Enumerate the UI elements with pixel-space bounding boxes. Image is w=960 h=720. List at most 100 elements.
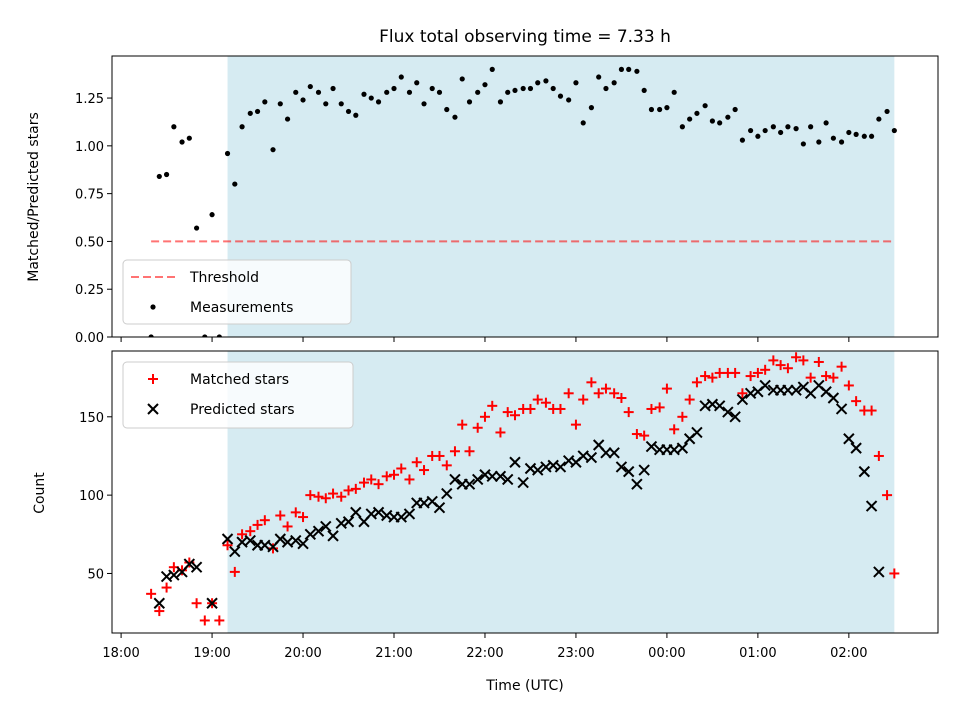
matched-point: [350, 483, 361, 494]
legend-measurements-label: Measurements: [190, 300, 293, 316]
measurement-point: [808, 124, 814, 130]
top-y-tick-label: 0.75: [75, 188, 104, 203]
bottom-axes-frame: [111, 350, 939, 634]
predicted-point: [304, 528, 317, 541]
matched-point: [691, 377, 702, 388]
matched-point: [268, 543, 279, 554]
measurement-point: [323, 101, 329, 107]
matched-point: [768, 355, 779, 366]
measurement-point: [648, 106, 655, 113]
predicted-point: [327, 530, 339, 542]
measurement-point: [194, 225, 200, 231]
predicted-point: [782, 384, 794, 396]
matched-point: [282, 521, 293, 532]
matched-point: [843, 380, 854, 391]
measurement-point: [247, 110, 253, 116]
matched-point: [358, 477, 369, 488]
legend-predicted-swatch: [147, 403, 159, 415]
matched-point: [616, 393, 627, 403]
measurement-point: [580, 120, 586, 126]
measurement-point: [861, 133, 867, 139]
measurement-point: [702, 103, 708, 109]
matched-point: [245, 526, 256, 537]
matched-point: [495, 427, 506, 438]
top-y-tick-label: 1.25: [75, 92, 104, 107]
measurement-point: [293, 89, 299, 95]
matched-point: [563, 388, 574, 399]
matched-point: [343, 485, 354, 496]
matched-point: [775, 360, 786, 371]
x-tick-label: 00:00: [648, 646, 685, 661]
matched-point: [509, 410, 520, 421]
measurement-point: [224, 150, 231, 157]
top-axes-frame: [111, 55, 939, 338]
predicted-point: [722, 406, 734, 418]
matched-point: [441, 460, 452, 471]
legend-threshold-label: Threshold: [189, 270, 259, 286]
matched-point: [479, 411, 490, 422]
predicted-point: [168, 569, 180, 581]
measurement-point: [739, 137, 746, 143]
matched-point: [320, 493, 331, 504]
top-legend-box: [122, 259, 352, 325]
x-tick-label: 21:00: [375, 646, 412, 661]
predicted-point: [843, 433, 855, 445]
measurement-point: [527, 85, 534, 92]
matched-point: [290, 507, 301, 518]
measurement-point: [368, 95, 374, 101]
legend-matched-swatch: [148, 374, 158, 384]
predicted-point: [615, 461, 628, 473]
measurement-point: [717, 120, 723, 126]
matched-point: [882, 490, 893, 501]
measurement-point: [679, 124, 685, 130]
predicted-point: [372, 506, 385, 519]
measurement-point: [300, 97, 306, 103]
matched-point: [798, 355, 809, 366]
measurement-point: [891, 127, 897, 134]
measurement-point: [876, 116, 882, 122]
predicted-point: [713, 400, 726, 412]
matched-point: [791, 352, 802, 363]
predicted-point: [645, 440, 658, 453]
measurement-point: [179, 139, 185, 145]
measurement-point: [566, 97, 572, 103]
matched-point: [609, 388, 620, 399]
predicted-point: [190, 561, 203, 573]
matched-point: [828, 372, 839, 383]
matched-point: [389, 469, 400, 480]
predicted-point: [183, 558, 196, 570]
measurement-point: [634, 68, 640, 74]
measurement-point: [520, 85, 526, 92]
measurement-point: [497, 99, 504, 105]
predicted-point: [244, 534, 256, 547]
measurement-point: [156, 173, 162, 180]
predicted-point: [312, 525, 325, 537]
predicted-point: [532, 464, 544, 476]
predicted-point: [676, 442, 689, 454]
matched-point: [298, 512, 309, 523]
chart-title: Flux total observing time = 7.33 h: [379, 27, 671, 47]
measurement-point: [209, 212, 215, 218]
matched-point: [328, 488, 339, 499]
measurement-point: [391, 85, 397, 92]
matched-point: [593, 388, 604, 399]
measurement-point: [489, 66, 495, 72]
matched-point: [782, 363, 793, 374]
measurement-point: [573, 80, 579, 86]
predicted-point: [320, 520, 332, 533]
predicted-point: [449, 473, 461, 486]
predicted-point: [290, 534, 302, 547]
predicted-point: [554, 461, 567, 473]
legend-matched-label: Matched stars: [190, 372, 289, 388]
matched-point: [259, 515, 270, 526]
measurement-point: [452, 114, 458, 120]
matched-point: [222, 540, 233, 551]
matched-point: [366, 474, 377, 485]
measurement-point: [475, 89, 481, 95]
measurement-point: [823, 120, 829, 126]
matched-point: [730, 367, 741, 378]
top-y-tick-label: 0.25: [75, 283, 104, 298]
matched-point: [570, 419, 581, 430]
predicted-point: [858, 465, 871, 478]
matched-point: [191, 598, 202, 609]
